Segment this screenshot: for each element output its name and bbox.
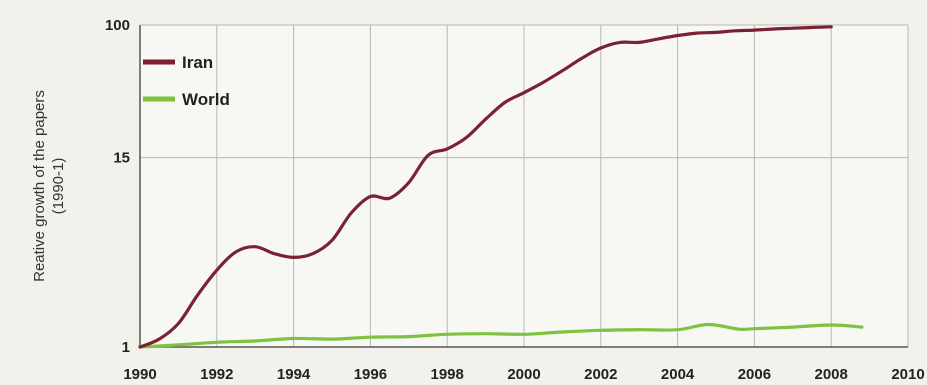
x-tick-label: 2010 [891,366,924,383]
y-axis-title-line1: Reative growth of the papers [31,90,48,282]
x-tick-label: 2006 [738,366,771,383]
x-tick-label: 1992 [200,366,233,383]
x-tick-label: 2008 [815,366,848,383]
y-axis-title: Reative growth of the papers (1990-1) [31,90,67,282]
series-layer [138,25,864,349]
x-tick-label: 1990 [123,366,156,383]
series-line-iran [138,25,833,349]
tick-labels: 1990 1992 1994 1996 1998 2000 2002 2004 2006 2008… [105,17,925,383]
y-tick-label: 1 [122,339,130,356]
x-tick-label: 1998 [431,366,464,383]
legend-label-world: World [182,90,230,109]
axes [139,25,908,348]
y-axis-title-line2: (1990-1) [50,158,67,215]
legend-label-iran: Iran [182,53,213,72]
y-tick-label: 15 [113,150,130,167]
y-tick-label: 100 [105,17,130,34]
series-line-world [138,322,864,349]
x-tick-label: 1994 [277,366,311,383]
x-tick-label: 2004 [661,366,695,383]
x-tick-label: 2002 [584,366,617,383]
x-tick-label: 1996 [354,366,387,383]
x-tick-label: 2000 [507,366,540,383]
legend: Iran World [143,53,230,109]
